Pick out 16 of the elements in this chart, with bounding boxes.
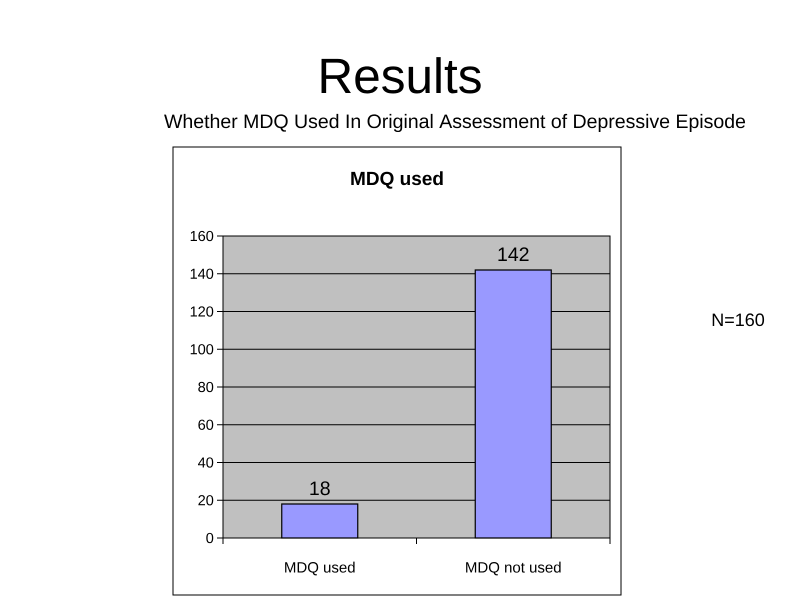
data-label: 142 <box>498 247 529 261</box>
y-tick-label: 0 <box>206 532 214 544</box>
y-tick-label: 160 <box>190 230 214 242</box>
y-tick-label: 20 <box>198 495 214 506</box>
text: MDQ used <box>351 171 443 189</box>
y-tick-label: 80 <box>198 382 214 392</box>
chart-title: Results <box>322 57 481 94</box>
data-label: 18 <box>310 481 330 496</box>
text: N=160 <box>712 313 764 326</box>
y-tick-label: 40 <box>198 457 214 468</box>
chart-subtitle: Whether MDQ Used In Original Assessment of Depressive Episode <box>164 114 746 132</box>
y-tick-label: 120 <box>190 306 214 317</box>
x-tick-label: MDQ not used <box>466 562 561 576</box>
y-tick-label: 100 <box>190 344 214 354</box>
y-tick-label: 140 <box>190 268 214 279</box>
y-tick-label: 60 <box>198 420 214 430</box>
